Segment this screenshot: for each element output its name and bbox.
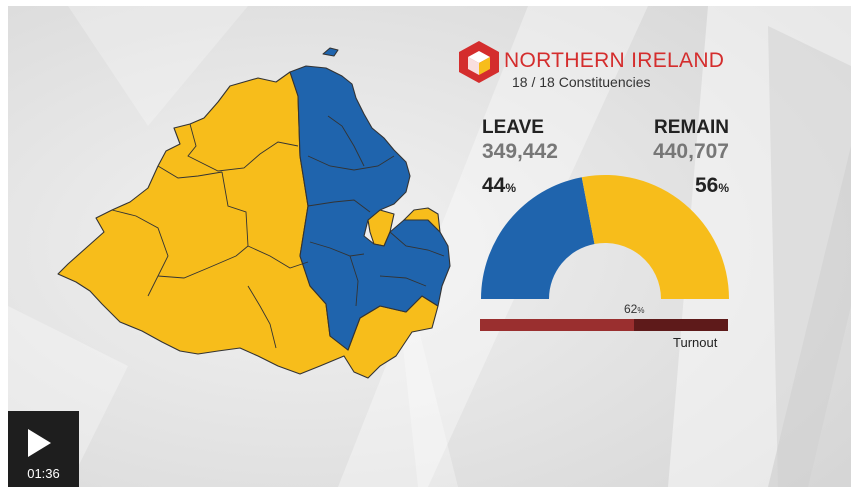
leave-percent-value: 44 <box>482 174 506 197</box>
turnout-bar <box>480 319 728 331</box>
result-gauge <box>481 175 729 299</box>
turnout-bar-fill <box>480 319 634 331</box>
play-icon <box>28 429 51 457</box>
remain-percent: 56% <box>695 174 729 198</box>
remain-percent-value: 56 <box>694 174 719 197</box>
gauge-leave-segment <box>481 177 595 299</box>
map-region-remain-ards <box>403 207 441 233</box>
remain-percent-sign: % <box>718 181 729 195</box>
map-region-leave-east <box>289 65 451 351</box>
constituencies-count: 18 / 18 Constituencies <box>512 74 651 90</box>
leave-percent-sign: % <box>505 181 517 195</box>
leave-label: LEAVE <box>482 117 544 138</box>
leave-percent: 44% <box>482 174 516 198</box>
play-button[interactable]: 01:36 <box>8 411 79 487</box>
video-frame[interactable]: NORTHERN IRELAND 18 / 18 Constituencies … <box>8 6 851 487</box>
leave-votes: 349,442 <box>482 140 558 163</box>
northern-ireland-map <box>57 47 451 379</box>
turnout-percent-sign: % <box>637 306 645 315</box>
turnout-percent-value: 62 <box>624 302 638 316</box>
map-region-rathlin <box>322 47 339 57</box>
remain-label: REMAIN <box>654 117 729 138</box>
turnout-percent: 62% <box>624 302 644 316</box>
gauge-remain-segment <box>581 175 729 299</box>
turnout-label: Turnout <box>673 335 718 350</box>
video-duration: 01:36 <box>27 466 60 481</box>
region-title: NORTHERN IRELAND <box>504 49 725 72</box>
remain-votes: 440,707 <box>653 140 729 163</box>
cube-logo-icon <box>459 41 499 83</box>
